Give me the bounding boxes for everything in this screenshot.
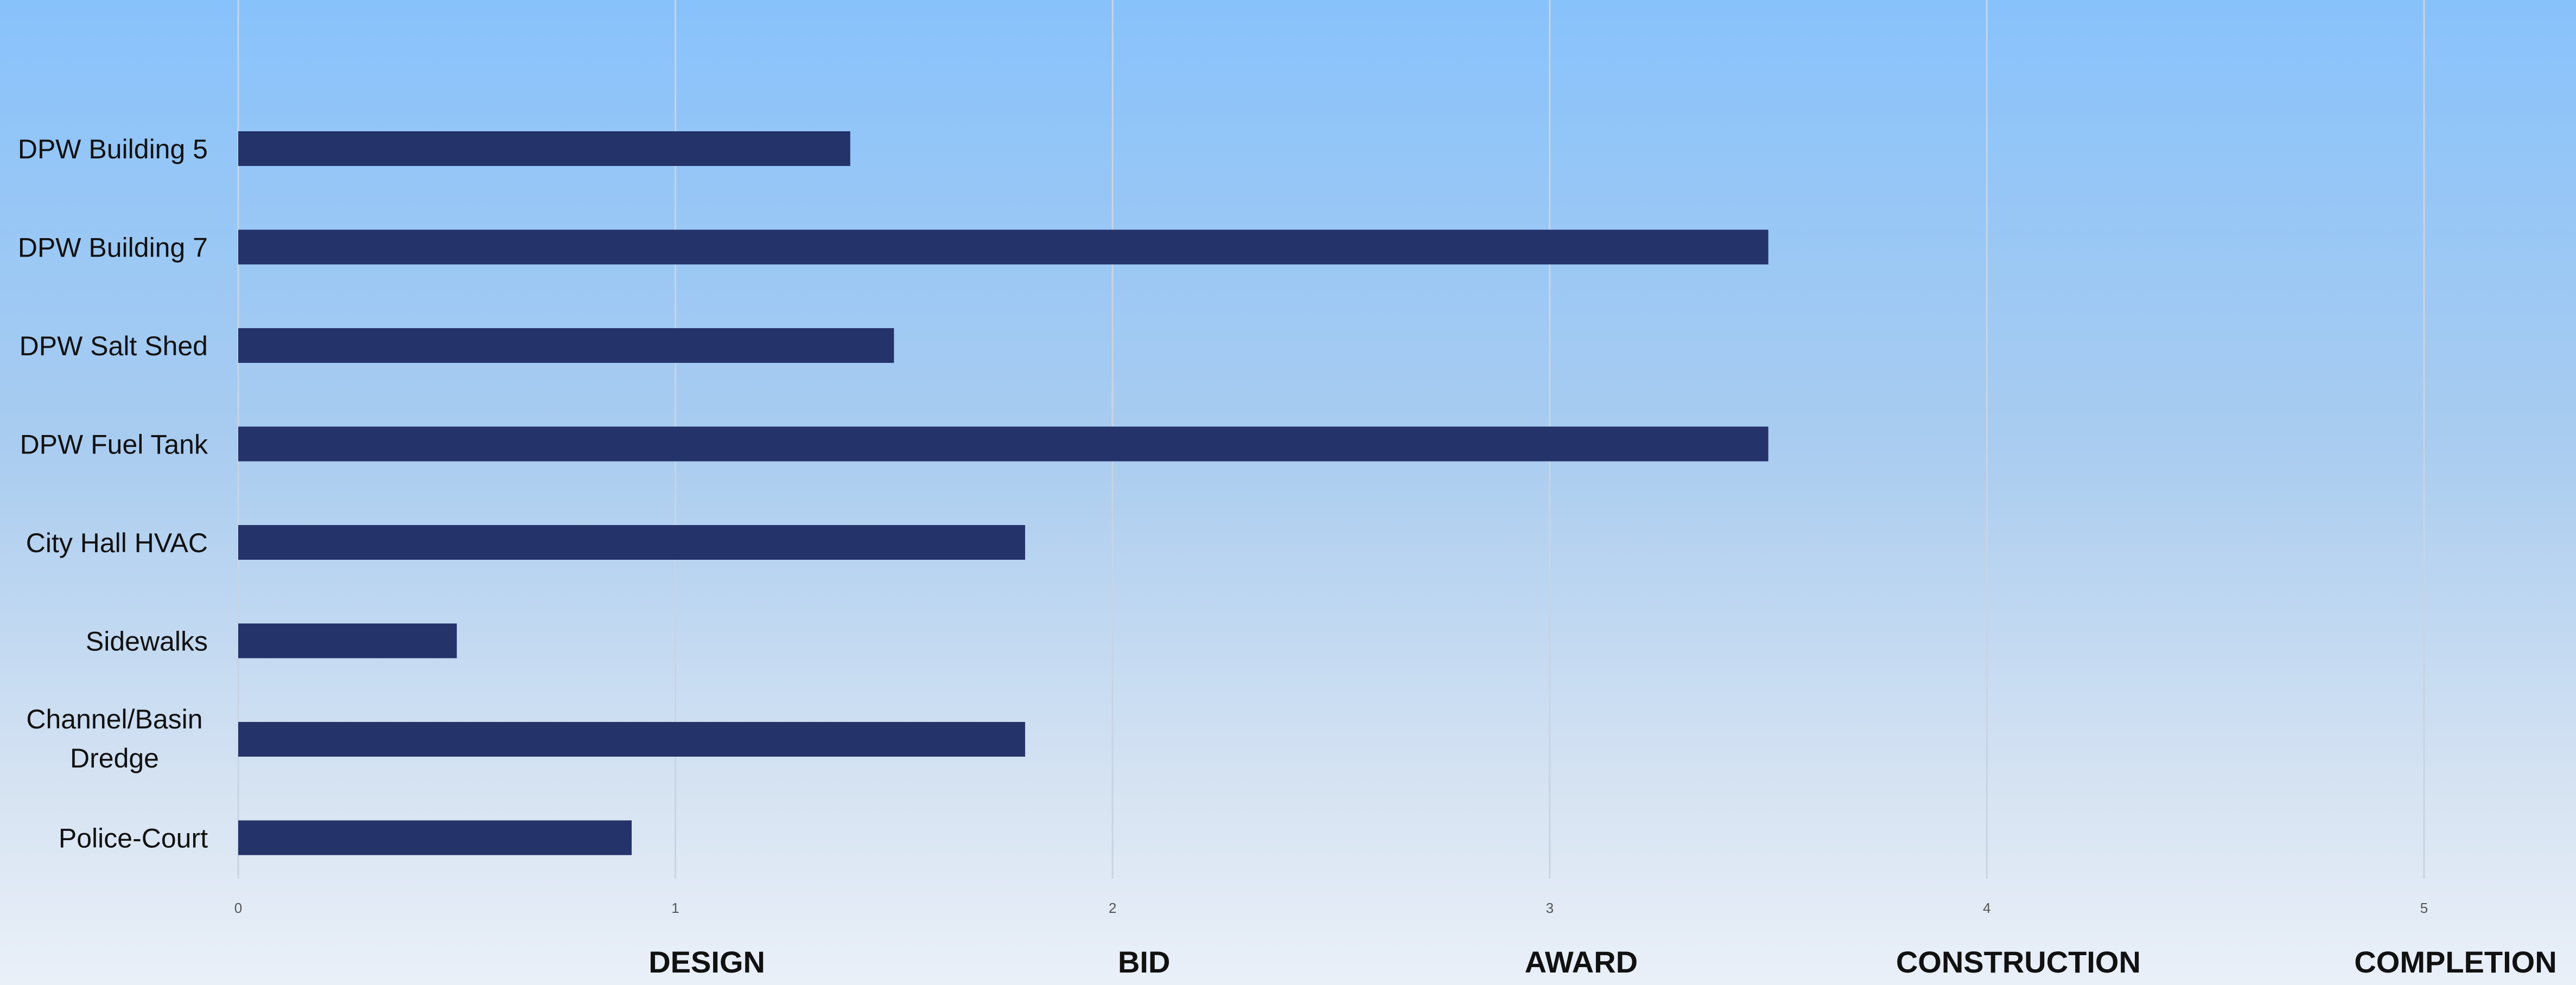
category-label-7: Police-Court [59, 823, 208, 854]
stage-label-design: DESIGN [648, 945, 765, 979]
category-label-1: DPW Building 7 [18, 233, 208, 263]
stage-label-bid: BID [1118, 945, 1170, 979]
x-tick-1: 1 [671, 900, 679, 916]
x-tick-5: 5 [2420, 900, 2428, 916]
x-tick-4: 4 [1983, 900, 1990, 916]
category-label-3: DPW Fuel Tank [20, 430, 208, 460]
bar-2 [238, 328, 894, 363]
bar-4 [238, 525, 1026, 560]
category-label-4: City Hall HVAC [26, 528, 208, 558]
bar-7 [238, 820, 632, 855]
bar-0 [238, 131, 850, 166]
x-tick-3: 3 [1546, 900, 1554, 916]
category-label-0: DPW Building 5 [18, 134, 208, 164]
bar-6 [238, 722, 1026, 757]
category-label-2: DPW Salt Shed [20, 331, 208, 361]
x-tick-2: 2 [1109, 900, 1116, 916]
category-label-6: Channel/Basin Dredge [26, 704, 202, 773]
bar-1 [238, 229, 1769, 265]
stage-label-construction: CONSTRUCTION [1896, 945, 2141, 979]
bar-5 [238, 623, 457, 658]
category-labels: DPW Building 5 DPW Building 7 DPW Salt She… [18, 134, 208, 854]
bars [238, 131, 1769, 855]
x-tick-0: 0 [234, 900, 242, 916]
x-tick-labels: 0 1 2 3 4 5 [234, 900, 2428, 916]
bar-3 [238, 426, 1769, 462]
stage-labels: DESIGN BID AWARD CONSTRUCTION COMPLETION [648, 945, 2556, 979]
category-label-5: Sidewalks [86, 626, 208, 657]
stage-label-award: AWARD [1525, 945, 1638, 979]
stage-label-completion: COMPLETION [2354, 945, 2556, 979]
